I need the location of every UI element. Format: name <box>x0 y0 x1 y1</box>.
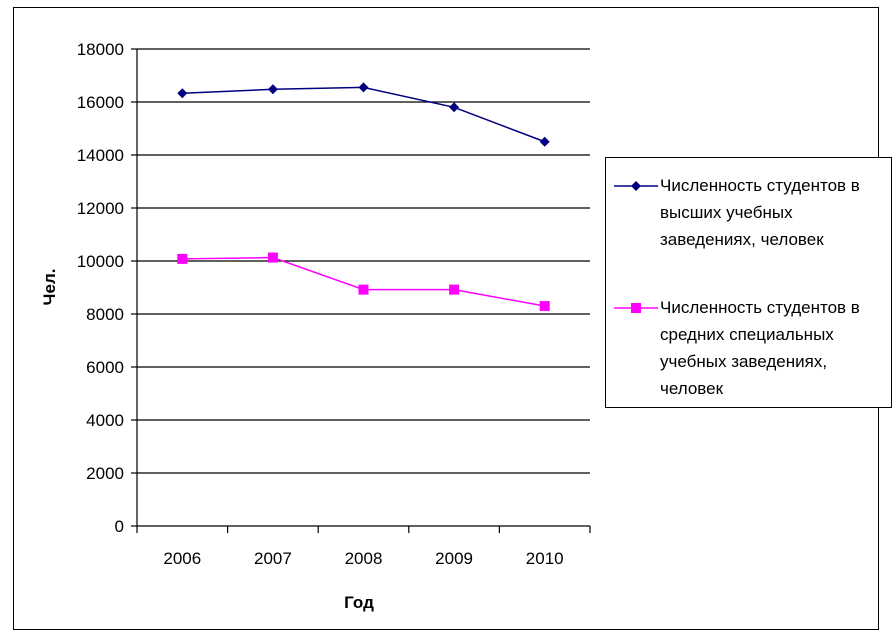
axis-layer <box>131 48 591 533</box>
series-layer <box>177 82 550 312</box>
x-tick-labels: 2006 2007 2008 2009 2010 <box>163 549 563 568</box>
series-line-1 <box>182 256 545 307</box>
series-1-point-2008 <box>358 284 369 295</box>
legend: Численность студентов в высших учебных з… <box>605 157 892 408</box>
y-tick-label-6000: 6000 <box>86 358 124 377</box>
series-0-point-2006 <box>177 88 188 99</box>
series-line-0 <box>182 86 545 143</box>
series-1-point-2010 <box>539 301 550 312</box>
series-1-point-2006 <box>177 253 188 264</box>
legend-label-higher-education: Численность студентов в высших учебных з… <box>660 176 860 249</box>
series-0-point-2010 <box>539 136 550 147</box>
y-tick-label-4000: 4000 <box>86 411 124 430</box>
x-axis-title: Год <box>344 593 374 612</box>
grid-layer <box>137 48 590 474</box>
x-tick-label-2006: 2006 <box>163 549 201 568</box>
y-axis-title: Чел. <box>40 269 59 306</box>
series-0-point-2008 <box>358 82 369 93</box>
y-tick-label-2000: 2000 <box>86 464 124 483</box>
y-tick-label-18000: 18000 <box>77 40 124 59</box>
x-tick-label-2010: 2010 <box>526 549 564 568</box>
y-tick-labels: 0 2000 4000 6000 8000 10000 12000 14000 16000 180… <box>77 40 124 536</box>
x-tick-label-2009: 2009 <box>435 549 473 568</box>
legend-marker-higher-education <box>614 181 658 191</box>
legend-marker-secondary-education <box>614 303 658 313</box>
y-tick-label-0: 0 <box>115 517 124 536</box>
y-tick-label-16000: 16000 <box>77 93 124 112</box>
y-tick-label-14000: 14000 <box>77 146 124 165</box>
y-tick-label-8000: 8000 <box>86 305 124 324</box>
x-tick-label-2008: 2008 <box>345 549 383 568</box>
y-tick-label-12000: 12000 <box>77 199 124 218</box>
series-0-point-2009 <box>449 102 460 113</box>
series-1-point-2007 <box>267 252 278 263</box>
legend-label-secondary-education: Численность студентов в средних специаль… <box>660 298 860 398</box>
x-tick-label-2007: 2007 <box>254 549 292 568</box>
series-1-point-2009 <box>449 284 460 295</box>
series-0-point-2007 <box>267 84 278 95</box>
y-tick-label-10000: 10000 <box>77 252 124 271</box>
